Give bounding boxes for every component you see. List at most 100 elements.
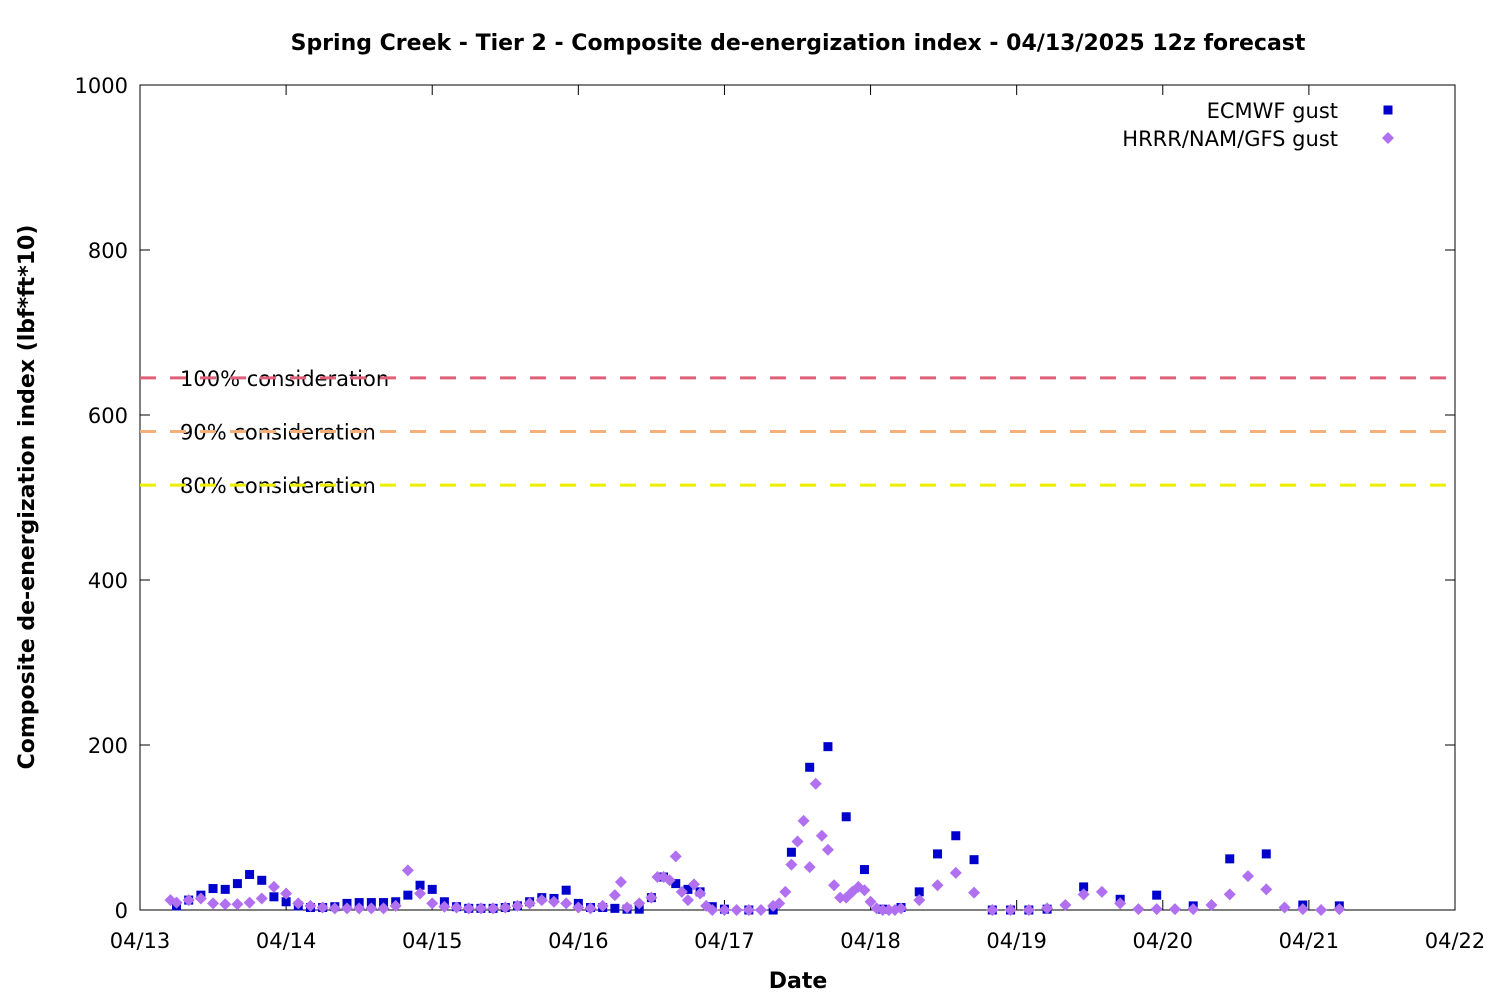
legend-label: ECMWF gust (1207, 99, 1338, 123)
data-point (669, 850, 682, 863)
data-point (596, 899, 609, 912)
data-point (841, 812, 851, 822)
data-point (1041, 902, 1054, 915)
data-point (220, 884, 230, 894)
data-point (194, 892, 207, 905)
data-point (316, 901, 329, 914)
data-point (208, 884, 218, 894)
data-point (986, 904, 999, 916)
legend-marker (1382, 132, 1394, 144)
data-point (1333, 903, 1346, 916)
data-point (1079, 882, 1089, 892)
data-point (1225, 854, 1235, 864)
data-point (931, 879, 944, 892)
y-tick-label: 800 (88, 239, 128, 263)
data-point (1278, 901, 1291, 914)
data-point (858, 884, 871, 897)
data-point (876, 904, 889, 916)
data-point (968, 886, 981, 899)
plot-frame (139, 84, 1456, 911)
data-point (823, 742, 833, 752)
x-tick-label: 04/20 (1133, 929, 1194, 953)
x-tick-label: 04/17 (694, 929, 755, 953)
data-point (730, 904, 743, 916)
data-point (427, 884, 437, 894)
data-point (1296, 903, 1309, 916)
data-point (608, 889, 621, 902)
data-point (773, 897, 786, 910)
data-point (1132, 903, 1145, 916)
data-point (914, 887, 924, 897)
x-tick-label: 04/19 (986, 929, 1047, 953)
data-point (403, 890, 413, 900)
data-point (683, 884, 693, 894)
data-point (815, 829, 828, 842)
x-tick-label: 04/13 (110, 929, 171, 953)
data-point (1187, 903, 1200, 916)
data-point (809, 777, 822, 790)
data-point (353, 902, 366, 915)
data-point (969, 855, 979, 865)
data-point (340, 902, 353, 915)
data-point (182, 894, 195, 907)
data-point (681, 894, 694, 907)
data-point (292, 897, 305, 910)
data-point (245, 870, 255, 880)
data-point (462, 902, 475, 915)
data-point (1261, 849, 1271, 859)
data-point (267, 880, 280, 893)
data-point (694, 887, 707, 900)
data-point (487, 902, 500, 915)
data-point (779, 885, 792, 898)
data-point (1205, 899, 1218, 912)
data-point (535, 894, 548, 907)
data-point (401, 864, 414, 877)
data-point (389, 899, 402, 912)
data-point (232, 879, 242, 889)
data-point (786, 847, 796, 857)
data-point (671, 879, 681, 889)
data-point (207, 897, 220, 910)
data-point (951, 831, 961, 841)
data-point (170, 896, 183, 909)
data-point (523, 897, 536, 910)
x-tick-label: 04/15 (402, 929, 463, 953)
x-tick-label: 04/21 (1279, 929, 1340, 953)
data-point (949, 866, 962, 879)
y-tick-label: 400 (88, 569, 128, 593)
data-point (474, 902, 487, 915)
data-point (1223, 888, 1236, 901)
data-point (882, 904, 895, 916)
data-point (797, 814, 810, 827)
data-point (651, 871, 664, 883)
data-point (610, 903, 620, 913)
data-point (1077, 888, 1090, 901)
y-tick-label: 1000 (75, 74, 128, 98)
data-point (304, 899, 317, 912)
data-point (1114, 897, 1127, 910)
x-axis-label: Date (769, 969, 828, 994)
data-point (1152, 890, 1162, 900)
data-point (754, 904, 767, 916)
data-point (438, 900, 451, 913)
data-point (688, 878, 701, 891)
x-tick-label: 04/18 (840, 929, 901, 953)
data-point (633, 897, 646, 910)
y-axis-label: Composite de-energization index (lbf*ft*… (15, 225, 40, 770)
data-point (1059, 899, 1072, 912)
legend-label: HRRR/NAM/GFS gust (1122, 127, 1338, 151)
data-point (645, 891, 658, 904)
data-point (894, 902, 907, 915)
data-point (621, 901, 634, 914)
data-point (269, 892, 279, 902)
y-tick-label: 200 (88, 734, 128, 758)
data-point (243, 896, 256, 909)
data-point (328, 902, 341, 915)
chart-title: Spring Creek - Tier 2 - Composite de-ene… (291, 31, 1306, 56)
data-point (913, 894, 926, 907)
data-point (834, 891, 847, 904)
data-point (791, 835, 804, 848)
data-point (1315, 904, 1328, 916)
y-tick-label: 0 (115, 899, 128, 923)
